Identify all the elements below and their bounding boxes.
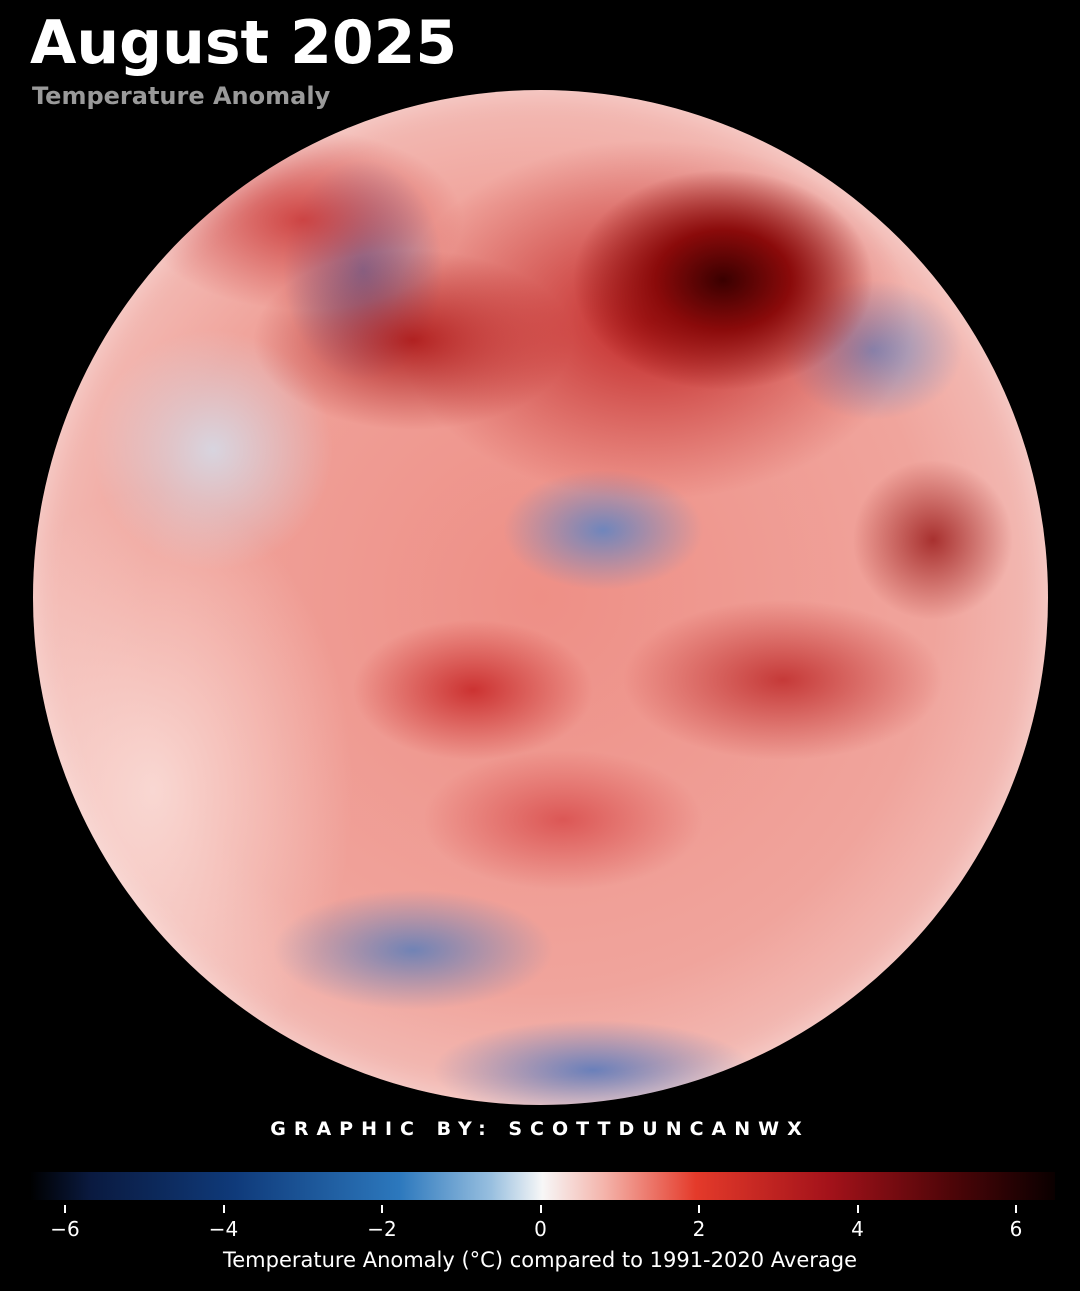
colorbar-tick — [698, 1205, 700, 1213]
colorbar-tick — [1015, 1205, 1017, 1213]
colorbar-tick — [539, 1205, 542, 1213]
colorbar-tick-label: −2 — [367, 1217, 397, 1241]
graphic-credit: GRAPHIC BY: SCOTTDUNCANWX — [270, 1118, 810, 1140]
colorbar-label: Temperature Anomaly (°C) compared to 199… — [223, 1248, 857, 1272]
colorbar — [30, 1172, 1055, 1200]
colorbar-tick — [856, 1205, 859, 1213]
map-subtitle: Temperature Anomaly — [32, 82, 331, 110]
colorbar-tick-label: −4 — [208, 1217, 239, 1241]
colorbar-tick — [381, 1205, 383, 1213]
colorbar-tick — [64, 1205, 66, 1213]
map-title: August 2025 — [30, 8, 458, 78]
colorbar-tick-label: 0 — [534, 1217, 547, 1241]
colorbar-tick — [222, 1205, 225, 1213]
colorbar-tick-label: 2 — [692, 1217, 706, 1241]
colorbar-tick-label: −6 — [50, 1217, 80, 1241]
colorbar-tick-label: 4 — [851, 1217, 864, 1241]
anomaly-globe-map — [33, 90, 1048, 1105]
colorbar-tick-label: 6 — [1009, 1217, 1023, 1241]
